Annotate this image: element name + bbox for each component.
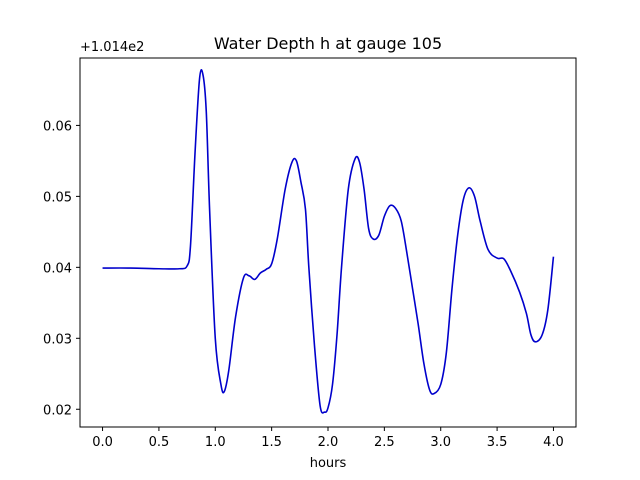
chart-title: Water Depth h at gauge 105 [214, 34, 442, 53]
x-axis-label: hours [310, 456, 347, 471]
x-tick-label: 1.0 [205, 435, 226, 450]
x-tick-label: 4.0 [543, 435, 564, 450]
x-tick-label: 0.0 [92, 435, 113, 450]
series-layer [102, 69, 555, 414]
y-tick-label: 0.06 [43, 119, 72, 134]
y-axis-offset-label: +1.014e2 [80, 40, 144, 55]
y-tick-label: 0.04 [43, 261, 72, 276]
x-tick-label: 2.5 [374, 435, 395, 450]
x-tick-label: 3.0 [430, 435, 451, 450]
x-tick-label: 2.0 [318, 435, 339, 450]
y-axis-ticks: 0.02 0.03 0.04 0.05 0.06 [43, 119, 80, 418]
y-tick-label: 0.05 [43, 190, 72, 205]
x-tick-label: 1.5 [261, 435, 282, 450]
plot-area-frame [79, 57, 577, 428]
x-tick-label: 0.5 [149, 435, 170, 450]
y-tick-label: 0.03 [43, 332, 72, 347]
x-tick-label: 3.5 [487, 435, 508, 450]
series-line [102, 69, 555, 414]
y-tick-label: 0.02 [43, 403, 72, 418]
x-axis-ticks: 0.0 0.5 1.0 1.5 2.0 2.5 3.0 3.5 4.0 [92, 427, 564, 450]
